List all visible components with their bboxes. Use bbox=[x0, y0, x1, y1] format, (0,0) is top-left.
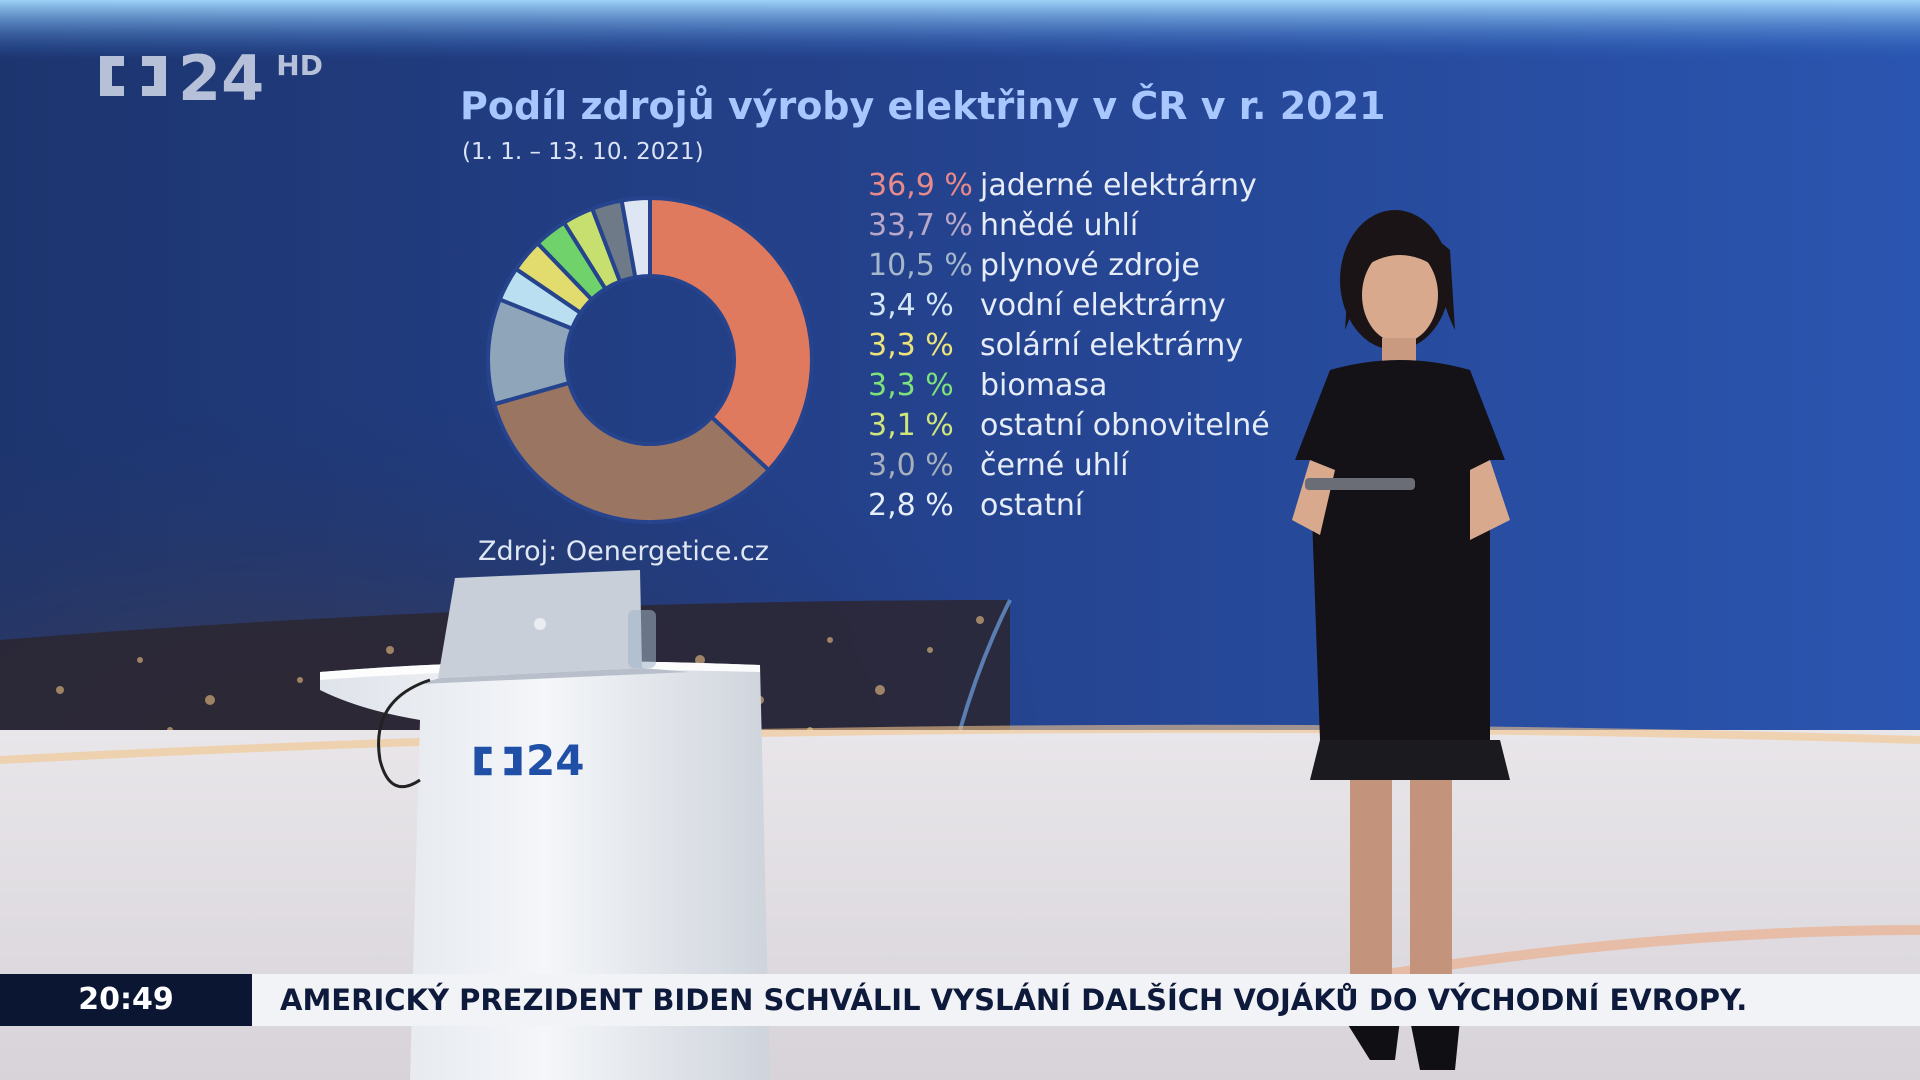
legend-value: 3,0 % bbox=[868, 448, 954, 483]
news-ticker: 20:49 AMERICKÝ PREZIDENT BIDEN SCHVÁLIL … bbox=[0, 974, 1920, 1026]
legend-value: 33,7 % bbox=[868, 208, 973, 243]
legend-label: ostatní obnovitelné bbox=[980, 408, 1270, 443]
legend-row: 2,8 % ostatní bbox=[868, 486, 1083, 526]
legend-value: 3,3 % bbox=[868, 368, 954, 403]
legend-value: 10,5 % bbox=[868, 248, 973, 283]
chart-legend: 36,9 % jaderné elektrárny 33,7 % hnědé uhlí… bbox=[868, 166, 1328, 536]
channel-number: 24 bbox=[178, 42, 265, 115]
chart-subtitle: (1. 1. – 13. 10. 2021) bbox=[462, 139, 704, 165]
legend-value: 2,8 % bbox=[868, 488, 954, 523]
chart-source: Zdroj: Oenergetice.cz bbox=[478, 536, 769, 567]
donut-slice-1 bbox=[491, 380, 772, 524]
chart-title: Podíl zdrojů výroby elektřiny v ČR v r. … bbox=[460, 84, 1386, 128]
legend-label: vodní elektrárny bbox=[980, 288, 1226, 323]
ticker-time: 20:49 bbox=[0, 974, 252, 1026]
donut-chart bbox=[486, 195, 814, 524]
donut-slice-8 bbox=[619, 195, 652, 280]
legend-label: plynové zdroje bbox=[980, 248, 1200, 283]
legend-label: jaderné elektrárny bbox=[980, 168, 1257, 203]
desk-logo-number: 24 bbox=[526, 736, 585, 785]
legend-row: 36,9 % jaderné elektrárny bbox=[868, 166, 1257, 206]
presenter bbox=[1292, 210, 1510, 1070]
legend-value: 36,9 % bbox=[868, 168, 973, 203]
donut-slice-0 bbox=[648, 195, 814, 473]
legend-value: 3,4 % bbox=[868, 288, 954, 323]
legend-row: 33,7 % hnědé uhlí bbox=[868, 206, 1138, 246]
legend-row: 3,4 % vodní elektrárny bbox=[868, 286, 1226, 326]
legend-row: 3,0 % černé uhlí bbox=[868, 446, 1128, 486]
ct-logo-icon bbox=[100, 56, 166, 96]
ticker-headline: AMERICKÝ PREZIDENT BIDEN SCHVÁLIL VYSLÁN… bbox=[280, 983, 1748, 1017]
legend-value: 3,3 % bbox=[868, 328, 954, 363]
legend-label: černé uhlí bbox=[980, 448, 1129, 483]
hd-badge: HD bbox=[276, 49, 323, 82]
ct-desk-logo-icon bbox=[474, 746, 522, 776]
legend-label: ostatní bbox=[980, 488, 1084, 523]
legend-label: solární elektrárny bbox=[980, 328, 1244, 363]
legend-label: biomasa bbox=[980, 368, 1108, 403]
legend-value: 3,1 % bbox=[868, 408, 954, 443]
legend-row: 3,1 % ostatní obnovitelné bbox=[868, 406, 1270, 446]
legend-row: 3,3 % biomasa bbox=[868, 366, 1107, 406]
legend-row: 3,3 % solární elektrárny bbox=[868, 326, 1243, 366]
legend-label: hnědé uhlí bbox=[980, 208, 1139, 243]
channel-logo: 24 HD bbox=[94, 48, 323, 110]
legend-row: 10,5 % plynové zdroje bbox=[868, 246, 1200, 286]
desk-logo: 24 bbox=[470, 740, 584, 782]
